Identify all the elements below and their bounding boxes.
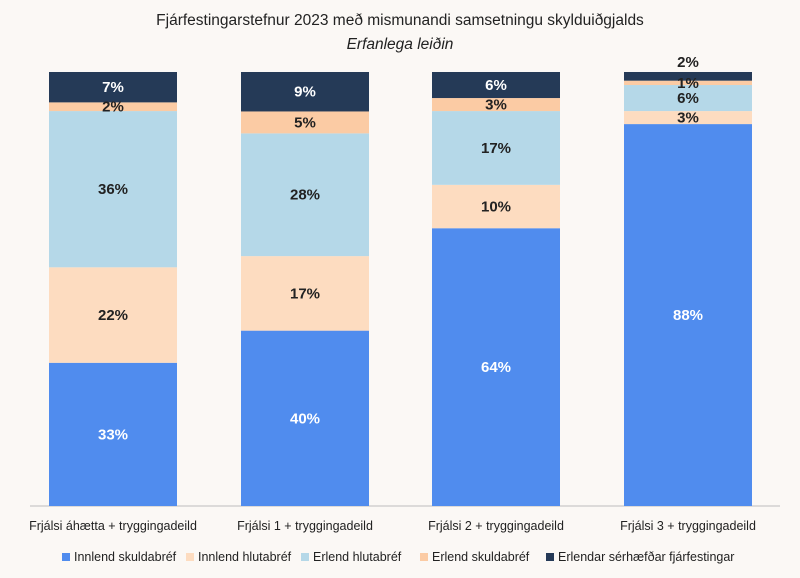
bar-segment bbox=[624, 124, 752, 506]
data-label: 5% bbox=[294, 114, 316, 131]
bar-segment bbox=[432, 184, 560, 229]
bar-segment bbox=[432, 228, 560, 507]
data-label: 17% bbox=[290, 285, 320, 302]
legend-label: Erlend hlutabréf bbox=[313, 550, 402, 564]
legend-item: Innlend skuldabréf bbox=[62, 550, 177, 564]
legend-swatch bbox=[420, 553, 428, 561]
bar-segment bbox=[241, 256, 369, 331]
category-label: Frjálsi 2 + tryggingadeild bbox=[428, 519, 564, 533]
data-label: 33% bbox=[98, 426, 128, 443]
legend-item: Erlend hlutabréf bbox=[301, 550, 402, 564]
data-label: 6% bbox=[485, 77, 507, 94]
legend-item: Erlendar sérhæfðar fjárfestingar bbox=[546, 550, 734, 564]
data-label: 1% bbox=[677, 75, 699, 92]
data-label: 88% bbox=[673, 307, 703, 324]
legend-swatch bbox=[62, 553, 70, 561]
data-label: 40% bbox=[290, 410, 320, 427]
data-label: 22% bbox=[98, 307, 128, 324]
category-label: Frjálsi 3 + tryggingadeild bbox=[620, 519, 756, 533]
bar-segment bbox=[49, 362, 177, 506]
legend-swatch bbox=[546, 553, 554, 561]
bar-segment bbox=[432, 111, 560, 185]
bars-group: 33% 22% 36% 2% 7% 40% 17% 28% 5% 9% 64% 10% 17% 3% 6% 8… bbox=[49, 54, 752, 507]
bar-segment bbox=[432, 72, 560, 99]
data-label: 2% bbox=[677, 54, 699, 71]
legend-item: Erlend skuldabréf bbox=[420, 550, 530, 564]
data-label: 64% bbox=[481, 359, 511, 376]
data-label: 3% bbox=[485, 97, 507, 114]
bar-segment bbox=[432, 98, 560, 112]
bar-segment bbox=[624, 85, 752, 112]
bar-segment bbox=[49, 111, 177, 268]
bar-segment bbox=[241, 72, 369, 112]
data-label: 36% bbox=[98, 181, 128, 198]
data-label: 7% bbox=[102, 79, 124, 96]
data-label: 17% bbox=[481, 140, 511, 157]
legend-swatch bbox=[301, 553, 309, 561]
legend-label: Innlend skuldabréf bbox=[74, 550, 177, 564]
bar-segment bbox=[241, 111, 369, 134]
chart-title: Fjárfestingarstefnur 2023 með mismunandi… bbox=[156, 12, 644, 29]
legend-swatch bbox=[186, 553, 194, 561]
legend-label: Erlend skuldabréf bbox=[432, 550, 530, 564]
data-label: 9% bbox=[294, 84, 316, 101]
legend: Innlend skuldabréf Innlend hlutabréf Erlen… bbox=[62, 550, 734, 564]
data-label: 28% bbox=[290, 187, 320, 204]
bar-segment bbox=[241, 133, 369, 257]
bar-segment bbox=[49, 102, 177, 112]
category-label: Frjálsi 1 + tryggingadeild bbox=[237, 519, 373, 533]
data-label: 6% bbox=[677, 90, 699, 107]
data-label: 2% bbox=[102, 99, 124, 116]
bar-segment bbox=[624, 80, 752, 86]
category-label: Frjálsi áhætta + tryggingadeild bbox=[29, 519, 197, 533]
bar-segment bbox=[49, 267, 177, 363]
bar-segment bbox=[49, 72, 177, 103]
data-label: 3% bbox=[677, 110, 699, 127]
data-label: 10% bbox=[481, 199, 511, 216]
bar-segment bbox=[624, 111, 752, 125]
bar-segment bbox=[241, 330, 369, 506]
legend-label: Innlend hlutabréf bbox=[198, 550, 292, 564]
legend-label: Erlendar sérhæfðar fjárfestingar bbox=[558, 550, 734, 564]
chart-subtitle: Erfanlega leiðin bbox=[347, 36, 454, 53]
category-labels: Frjálsi áhætta + tryggingadeild Frjálsi 1… bbox=[29, 519, 756, 533]
bar-segment bbox=[624, 72, 752, 81]
legend-item: Innlend hlutabréf bbox=[186, 550, 292, 564]
